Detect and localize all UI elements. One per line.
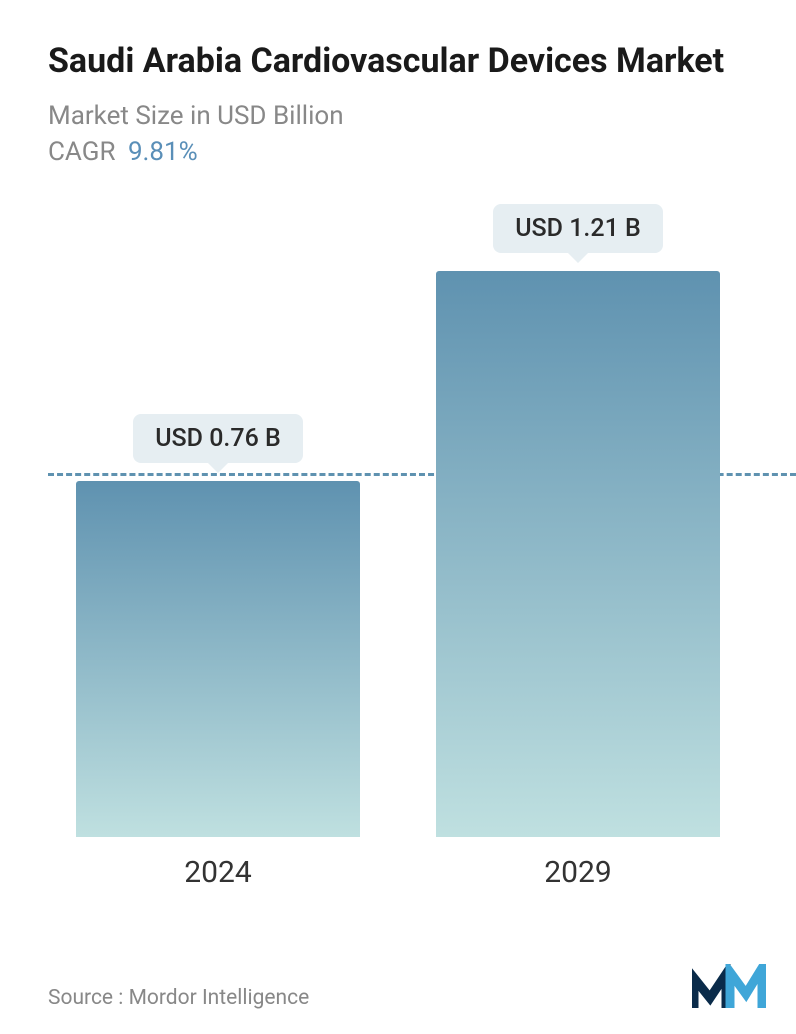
- x-axis-label: 2024: [68, 855, 368, 890]
- cagr-value: 9.81%: [128, 137, 198, 167]
- chart-container: Saudi Arabia Cardiovascular Devices Mark…: [0, 0, 796, 1034]
- bars-wrap: USD 0.76 B USD 1.21 B: [48, 197, 748, 837]
- chart-title: Saudi Arabia Cardiovascular Devices Mark…: [48, 40, 748, 83]
- cagr-line: CAGR 9.81%: [48, 137, 748, 167]
- chart-subtitle: Market Size in USD Billion: [48, 101, 748, 131]
- source-text: Source : Mordor Intelligence: [48, 986, 309, 1010]
- bar-group: USD 1.21 B: [436, 204, 720, 837]
- chart-footer: Source : Mordor Intelligence: [48, 964, 766, 1010]
- brand-logo: [692, 964, 766, 1010]
- chart-area: USD 0.76 B USD 1.21 B: [48, 197, 748, 837]
- cagr-label: CAGR: [48, 137, 115, 167]
- bar-value-label: USD 1.21 B: [493, 204, 663, 253]
- bar-value-label: USD 0.76 B: [133, 414, 303, 463]
- bar: [76, 481, 360, 837]
- bar: [436, 271, 720, 837]
- bar-group: USD 0.76 B: [76, 414, 360, 837]
- x-axis-label: 2029: [428, 855, 728, 890]
- x-axis-labels: 2024 2029: [48, 855, 748, 890]
